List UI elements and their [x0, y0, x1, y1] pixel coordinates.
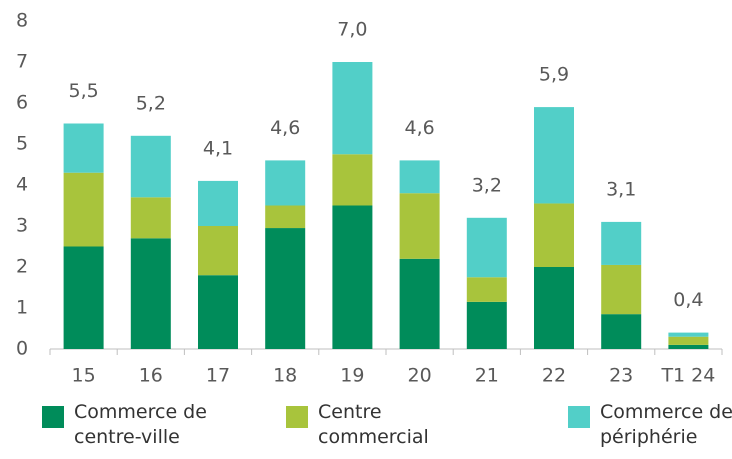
- bar-segment: [332, 205, 373, 349]
- bar-segment: [130, 197, 171, 239]
- x-tick-label: 16: [139, 365, 163, 387]
- x-tick-label: T1 24: [660, 365, 715, 387]
- y-tick-label: 3: [16, 215, 28, 237]
- bar-segment: [198, 180, 238, 226]
- bar-segment: [668, 336, 709, 345]
- legend-label: Commerce de centre-ville: [74, 401, 207, 448]
- bar-segment: [466, 301, 507, 349]
- bar-segment: [399, 160, 440, 194]
- bar-segment: [63, 246, 104, 349]
- bar-segment: [534, 203, 574, 267]
- legend: Commerce de centre-ville Centre commercia…: [42, 400, 732, 459]
- legend-item: Commerce de centre-ville: [42, 400, 224, 450]
- x-tick-label: 19: [340, 365, 364, 387]
- bar-segment: [534, 107, 574, 204]
- x-tick-label: 17: [206, 365, 230, 387]
- x-tick-label: 23: [609, 365, 633, 387]
- x-tick-label: 20: [408, 365, 432, 387]
- bar-segment: [466, 277, 507, 302]
- x-tick-label: 18: [273, 365, 297, 387]
- bar-segment: [63, 123, 104, 173]
- y-tick-label: 1: [16, 297, 28, 319]
- legend-item: Centre commercial: [286, 400, 468, 450]
- bar-segment: [265, 228, 306, 349]
- total-label: 5,5: [68, 80, 98, 102]
- total-label: 3,2: [472, 174, 502, 196]
- legend-swatch: [286, 406, 308, 428]
- bar-segment: [668, 332, 709, 337]
- bar-segment: [130, 238, 171, 349]
- legend-label: Commerce de périphérie: [600, 401, 732, 448]
- total-label: 4,6: [404, 117, 434, 139]
- total-label: 0,4: [673, 289, 703, 311]
- legend-item: Commerce de périphérie: [568, 400, 732, 450]
- bar-segment: [601, 221, 642, 265]
- bar-segment: [534, 267, 574, 349]
- bar-segment: [399, 258, 440, 349]
- legend-swatch: [568, 406, 590, 428]
- total-label: 5,9: [539, 64, 569, 86]
- y-tick-label: 7: [16, 51, 28, 73]
- y-tick-label: 6: [16, 92, 28, 114]
- total-label: 5,2: [136, 92, 166, 114]
- y-tick-label: 4: [16, 174, 28, 196]
- bar-segment: [601, 314, 642, 349]
- bar-segment: [466, 217, 507, 278]
- bar-segment: [332, 62, 373, 155]
- y-tick-label: 8: [16, 10, 28, 32]
- chart: 012345678155,5165,2174,1184,6197,0204,62…: [16, 10, 723, 387]
- bar-segment: [601, 264, 642, 315]
- bar-segment: [332, 154, 373, 206]
- bar-segment: [265, 205, 306, 229]
- bar-segment: [668, 344, 709, 349]
- bar-segment: [265, 160, 306, 206]
- bar-segment: [130, 135, 171, 198]
- bar-segment: [198, 226, 238, 276]
- bar-segment: [63, 172, 104, 247]
- bar-segment: [198, 275, 238, 349]
- y-tick-label: 2: [16, 256, 28, 278]
- legend-label: Centre commercial: [318, 401, 429, 448]
- y-tick-label: 0: [16, 338, 28, 360]
- total-label: 3,1: [606, 178, 636, 200]
- total-label: 4,6: [270, 117, 300, 139]
- bar-segment: [399, 193, 440, 259]
- total-label: 4,1: [203, 137, 233, 159]
- x-tick-label: 22: [542, 365, 566, 387]
- x-tick-label: 15: [72, 365, 96, 387]
- total-label: 7,0: [337, 19, 367, 41]
- x-tick-label: 21: [475, 365, 499, 387]
- y-tick-label: 5: [16, 133, 28, 155]
- legend-swatch: [42, 406, 64, 428]
